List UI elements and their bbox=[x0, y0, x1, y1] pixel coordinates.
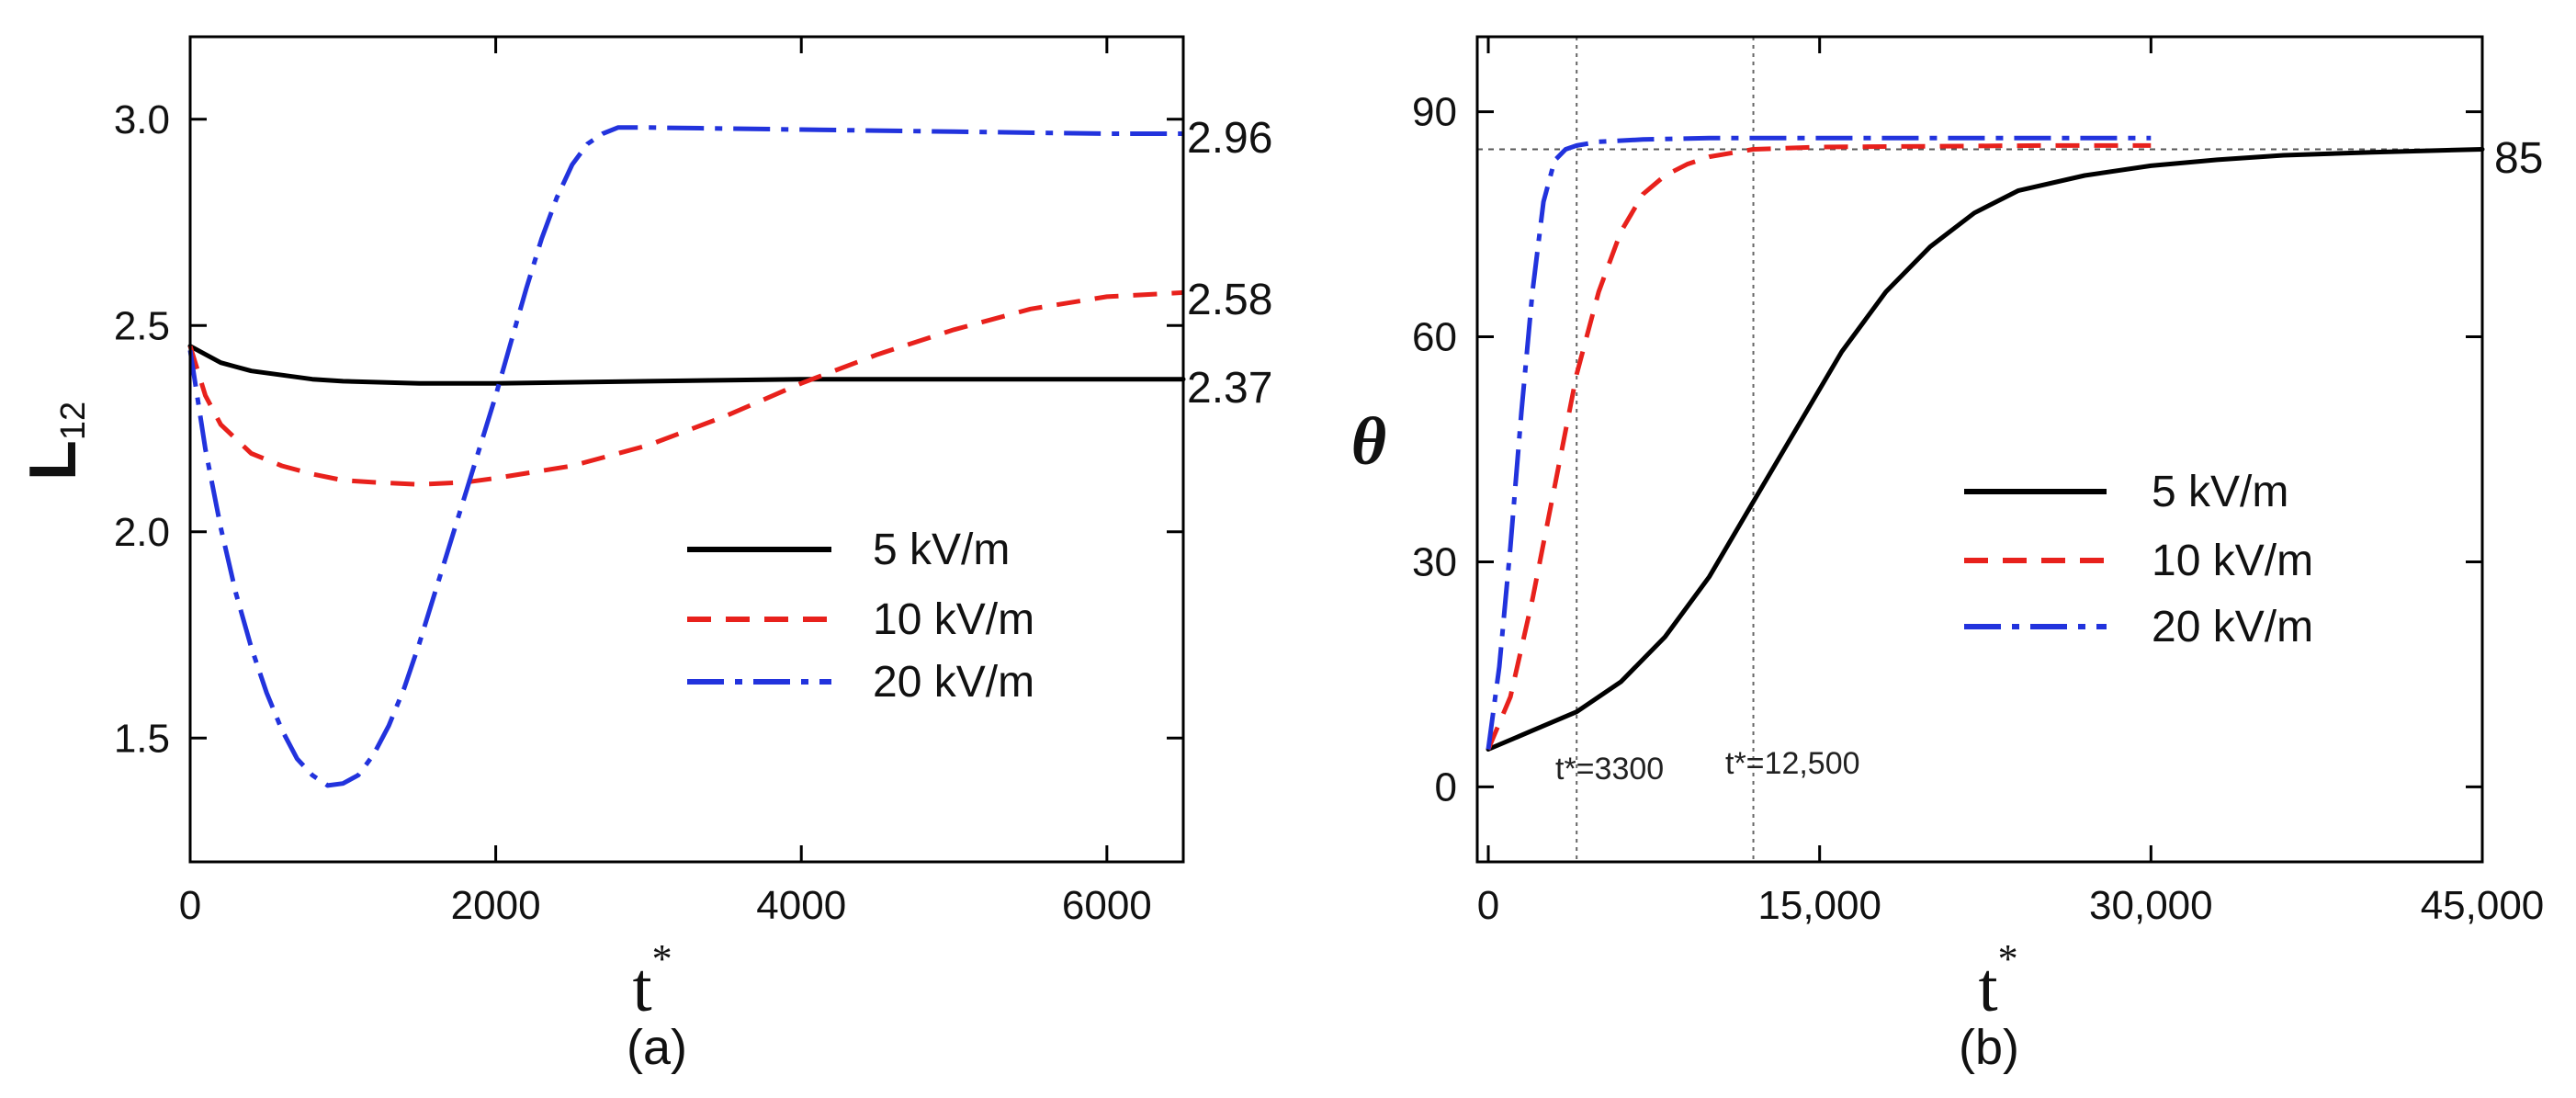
legend-b-label-5kv: 5 kV/m bbox=[2152, 468, 2288, 516]
panel-b-plot bbox=[1477, 37, 2482, 862]
legend-a-label-20kv: 20 kV/m bbox=[873, 658, 1034, 707]
x-tick-label: 6000 bbox=[1062, 883, 1152, 928]
series-line-10kv-m bbox=[1486, 142, 2152, 751]
panel-b-frame bbox=[1475, 35, 2484, 864]
end-label-20kv: 2.96 bbox=[1187, 114, 1272, 163]
x-tick-label: 0 bbox=[1477, 883, 1499, 928]
annotation-t-12500: t*=12,500 bbox=[1725, 746, 1860, 781]
y-tick-label: 1.5 bbox=[114, 716, 170, 761]
panel-a-ticks: 0 2000 4000 6000 1.5 2.0 2.5 3.0 bbox=[114, 37, 1183, 928]
panel-b-legend: 5 kV/m 10 kV/m 20 kV/m bbox=[1964, 468, 2313, 651]
panel-a-xlabel-sup: * bbox=[652, 936, 672, 981]
legend-a-label-5kv: 5 kV/m bbox=[873, 526, 1010, 574]
legend-b-label-10kv: 10 kV/m bbox=[2152, 537, 2313, 585]
annotation-t-3300: t*=3300 bbox=[1555, 752, 1664, 787]
x-tick-label: 2000 bbox=[451, 883, 541, 928]
end-label-85: 85 bbox=[2494, 134, 2543, 183]
y-tick-label: 30 bbox=[1412, 539, 1457, 584]
x-tick-label: 0 bbox=[179, 883, 201, 928]
y-tick-label: 60 bbox=[1412, 315, 1457, 360]
panel-a-frame bbox=[188, 35, 1185, 864]
series-line-5kv-m bbox=[187, 344, 1186, 386]
panel-b-caption: (b) bbox=[1959, 1020, 2019, 1075]
legend-a-label-10kv: 10 kV/m bbox=[873, 595, 1034, 644]
panel-b-xlabel-sup: * bbox=[1998, 936, 2018, 981]
y-tick-label: 3.0 bbox=[114, 97, 170, 142]
end-label-5kv: 2.37 bbox=[1187, 364, 1272, 413]
x-tick-label: 15,000 bbox=[1757, 883, 1881, 928]
panel-b-ticks: 0 15,000 30,000 45,000 0 30 60 90 bbox=[1412, 37, 2544, 928]
x-tick-label: 30,000 bbox=[2089, 883, 2213, 928]
panel-b-xlabel: t* bbox=[1978, 936, 2017, 1026]
y-tick-label: 90 bbox=[1412, 90, 1457, 135]
panel-a-legend: 5 kV/m 10 kV/m 20 kV/m bbox=[687, 526, 1034, 707]
y-tick-label: 0 bbox=[1435, 764, 1457, 809]
x-tick-label: 4000 bbox=[756, 883, 846, 928]
series-line-20kv-m bbox=[187, 125, 1183, 788]
panel-a: 0 2000 4000 6000 1.5 2.0 2.5 3.0 t* L12 2.96 2.… bbox=[17, 35, 1272, 1075]
y-tick-label: 2.0 bbox=[114, 510, 170, 555]
panel-a-xlabel: t* bbox=[632, 936, 672, 1026]
panel-a-ylabel-sub: 12 bbox=[54, 402, 93, 440]
x-tick-label: 45,000 bbox=[2421, 883, 2545, 928]
series-line-20kv-m bbox=[1486, 135, 2152, 750]
panel-a-ylabel: L12 bbox=[17, 402, 93, 481]
panel-b: 0 15,000 30,000 45,000 0 30 60 90 t*=3300 t*=12… bbox=[1351, 35, 2544, 1075]
panel-b-series bbox=[1486, 135, 2485, 752]
y-tick-label: 2.5 bbox=[114, 303, 170, 348]
series-line-5kv-m bbox=[1486, 147, 2485, 752]
panel-b-ylabel: θ bbox=[1351, 404, 1386, 480]
series-line-10kv-m bbox=[187, 289, 1184, 487]
legend-b-label-20kv: 20 kV/m bbox=[2152, 603, 2313, 651]
panel-a-caption: (a) bbox=[627, 1020, 687, 1075]
end-label-10kv: 2.58 bbox=[1187, 276, 1272, 324]
panel-a-series bbox=[187, 125, 1186, 788]
